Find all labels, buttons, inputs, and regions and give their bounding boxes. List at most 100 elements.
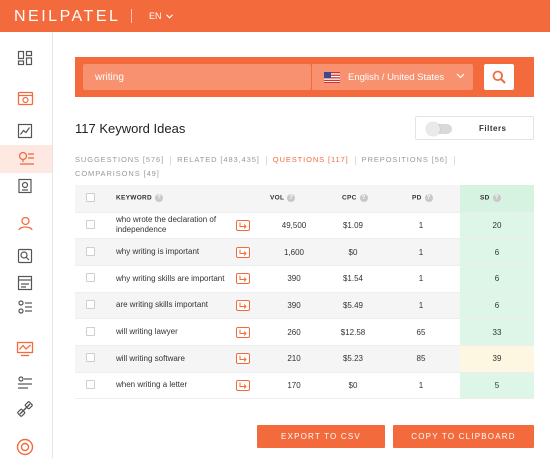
tab-prepositions[interactable]: PREPOSITIONS [56] (361, 155, 448, 164)
header-keyword-label: KEYWORD (116, 194, 153, 202)
header-cpc[interactable]: CPC? (324, 185, 382, 213)
keyword-cell[interactable]: who wrote the declaration of independenc… (108, 212, 236, 240)
row-checkbox[interactable] (86, 299, 95, 309)
info-icon[interactable]: ? (287, 194, 296, 203)
table-row: will writing software 210 $5.23 85 39 (75, 345, 534, 373)
cpc-cell: $5.23 (324, 345, 382, 373)
content-ideas-icon[interactable] (16, 177, 34, 195)
logo[interactable]: NEILPATEL (14, 8, 121, 25)
tab-divider (265, 155, 267, 165)
info-icon[interactable]: ? (492, 194, 501, 203)
open-cell (236, 212, 264, 240)
info-icon[interactable]: ? (359, 194, 368, 203)
row-checkbox[interactable] (86, 219, 95, 229)
traffic-graph-icon[interactable] (16, 340, 34, 358)
chevron-down-icon (456, 73, 465, 79)
table-row: are writing skills important 390 $5.49 1 6 (75, 292, 534, 320)
row-checkbox[interactable] (86, 246, 95, 256)
row-checkbox-cell (75, 345, 108, 373)
open-cell (236, 238, 264, 266)
open-keyword-icon[interactable] (236, 299, 250, 311)
copy-clipboard-button[interactable]: COPY TO CLIPBOARD (393, 425, 534, 448)
backlinks-icon[interactable] (16, 214, 34, 232)
volume-cell: 170 (264, 372, 324, 400)
seo-analyzer-icon[interactable] (16, 274, 34, 292)
open-keyword-icon[interactable] (236, 353, 250, 365)
open-keyword-icon[interactable] (236, 219, 250, 231)
site-structure-icon[interactable] (16, 298, 34, 316)
select-all-checkbox[interactable] (86, 192, 95, 202)
cpc-cell: $5.49 (324, 292, 382, 320)
open-cell (236, 318, 264, 346)
keyword-cell[interactable]: will writing lawyer (108, 318, 236, 346)
traffic-analyzer-icon[interactable] (16, 122, 34, 140)
keyword-search-input[interactable]: writing (83, 64, 311, 90)
keyword-cell[interactable]: why writing is important (108, 238, 236, 266)
volume-cell: 390 (264, 292, 324, 320)
header-sd-label: SD (480, 194, 490, 202)
row-checkbox[interactable] (86, 379, 95, 389)
volume-cell: 260 (264, 318, 324, 346)
info-icon[interactable]: ? (155, 194, 164, 203)
open-keyword-icon[interactable] (236, 273, 250, 285)
help-icon[interactable] (16, 438, 34, 456)
header-keyword[interactable]: KEYWORD? (108, 185, 236, 213)
pd-cell: 85 (382, 345, 460, 373)
keyword-ideas-icon[interactable] (0, 145, 52, 173)
table-row: when writing a letter 170 $0 1 5 (75, 372, 534, 400)
tab-questions[interactable]: QUESTIONS [117] (272, 155, 349, 164)
header-vol-label: VOL (270, 194, 285, 202)
pd-cell: 1 (382, 238, 460, 266)
row-checkbox-cell (75, 212, 108, 240)
top-bar: NEILPATEL EN (0, 0, 550, 32)
rank-tracker-icon[interactable] (16, 247, 34, 265)
language-selector[interactable]: EN (149, 11, 173, 21)
filters-icon[interactable] (16, 374, 34, 392)
row-checkbox[interactable] (86, 273, 95, 283)
row-checkbox[interactable] (86, 353, 95, 363)
site-audit-icon[interactable] (16, 89, 34, 107)
open-keyword-icon[interactable] (236, 326, 250, 338)
result-tabs: SUGGESTIONS [576] RELATED [483,435] QUESTI… (75, 153, 525, 181)
open-keyword-icon[interactable] (236, 379, 250, 391)
toggle-switch[interactable] (426, 122, 452, 136)
search-panel: writing English / United States (75, 57, 534, 97)
tab-suggestions[interactable]: SUGGESTIONS [576] (75, 155, 165, 164)
sd-cell: 33 (460, 318, 534, 346)
info-icon[interactable]: ? (424, 194, 433, 203)
open-cell (236, 372, 264, 400)
row-checkbox[interactable] (86, 326, 95, 336)
sd-cell: 6 (460, 292, 534, 320)
tab-comparisons[interactable]: COMPARISONS [49] (75, 169, 160, 178)
table-header: KEYWORD? VOL? CPC? PD? SD? (75, 185, 534, 213)
tab-divider (354, 155, 356, 165)
open-keyword-icon[interactable] (236, 246, 250, 258)
divider (131, 9, 132, 23)
keyword-cell[interactable]: when writing a letter (108, 372, 236, 400)
open-cell (236, 265, 264, 293)
keyword-cell[interactable]: why writing skills are important (108, 265, 236, 293)
results-title: 117 Keyword Ideas (75, 121, 186, 136)
dashboard-icon[interactable] (16, 49, 34, 67)
volume-cell: 1,600 (264, 238, 324, 266)
tab-related[interactable]: RELATED [483,435] (177, 155, 260, 164)
location-select[interactable]: English / United States (311, 64, 473, 90)
sd-cell: 39 (460, 345, 534, 373)
link-building-icon[interactable] (16, 400, 34, 418)
us-flag-icon (324, 71, 340, 83)
open-cell (236, 292, 264, 320)
volume-cell: 210 (264, 345, 324, 373)
row-checkbox-cell (75, 292, 108, 320)
header-pd[interactable]: PD? (382, 185, 460, 213)
pd-cell: 1 (382, 292, 460, 320)
header-sd[interactable]: SD? (460, 185, 534, 213)
keyword-cell[interactable]: will writing software (108, 345, 236, 373)
export-csv-button[interactable]: EXPORT TO CSV (257, 425, 385, 448)
filters-toggle[interactable]: Filters (415, 116, 534, 140)
cpc-cell: $1.54 (324, 265, 382, 293)
keyword-cell[interactable]: are writing skills important (108, 292, 236, 320)
header-vol[interactable]: VOL? (264, 185, 324, 213)
search-button[interactable] (484, 64, 514, 90)
table-row: why writing skills are important 390 $1.54… (75, 265, 534, 293)
